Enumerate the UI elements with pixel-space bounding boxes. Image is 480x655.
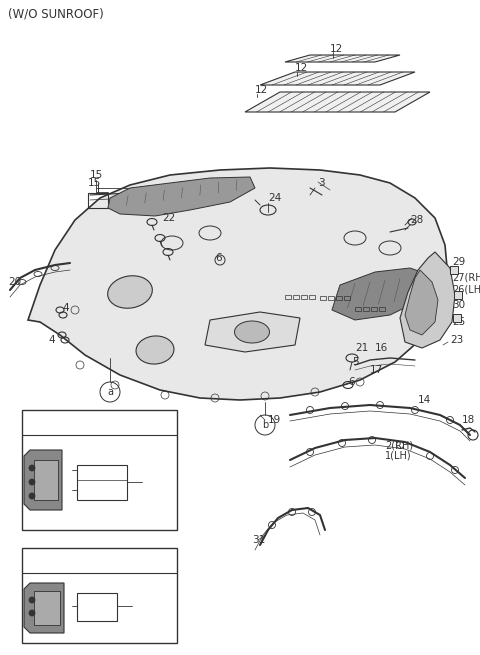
Bar (454, 291, 462, 299)
Text: 24: 24 (268, 193, 281, 203)
Circle shape (29, 465, 35, 471)
Text: 3: 3 (318, 178, 324, 188)
Text: 5: 5 (352, 357, 359, 367)
Text: b: b (262, 420, 268, 430)
Text: 30: 30 (452, 300, 465, 310)
Text: 14: 14 (418, 395, 431, 405)
Text: 22: 22 (162, 213, 175, 223)
Text: 6: 6 (215, 253, 222, 263)
Text: 12: 12 (255, 85, 268, 95)
Text: a: a (107, 387, 113, 397)
Circle shape (29, 597, 35, 603)
Bar (450, 266, 458, 274)
Text: 17: 17 (370, 365, 383, 375)
Polygon shape (285, 55, 400, 62)
Bar (88, 193, 108, 208)
Polygon shape (24, 583, 64, 633)
Circle shape (29, 610, 35, 616)
Text: 2(RH): 2(RH) (385, 440, 413, 450)
Circle shape (29, 479, 35, 485)
Bar (336, 296, 342, 300)
Bar (320, 296, 326, 300)
Text: 15: 15 (90, 170, 103, 180)
Polygon shape (400, 252, 455, 348)
Bar (77, 465, 127, 500)
Bar (328, 296, 334, 300)
Text: 29: 29 (452, 257, 465, 267)
Text: 21: 21 (355, 343, 368, 353)
Ellipse shape (136, 336, 174, 364)
Polygon shape (245, 92, 430, 112)
Text: 6: 6 (348, 377, 355, 387)
Polygon shape (405, 270, 438, 335)
Text: 23: 23 (450, 335, 463, 345)
Bar (34, 460, 58, 500)
Bar (371, 307, 377, 311)
Text: 11: 11 (80, 483, 92, 493)
Bar (344, 296, 350, 300)
Polygon shape (108, 177, 255, 216)
Text: (W/O SUNROOF): (W/O SUNROOF) (8, 7, 104, 20)
Text: 27(RH): 27(RH) (452, 273, 480, 283)
Ellipse shape (235, 321, 269, 343)
Text: 4: 4 (62, 303, 69, 313)
Ellipse shape (108, 276, 152, 309)
Text: 19: 19 (268, 415, 281, 425)
Bar (34, 591, 60, 625)
Text: 31: 31 (252, 535, 265, 545)
Bar (77, 593, 117, 621)
Bar (301, 295, 307, 299)
Text: 7: 7 (137, 477, 143, 487)
Text: 28: 28 (410, 215, 423, 225)
Bar (453, 314, 461, 322)
Bar (22, 410, 177, 530)
Text: 16: 16 (375, 343, 388, 353)
Text: 25: 25 (452, 317, 465, 327)
Bar (379, 307, 385, 311)
Circle shape (29, 493, 35, 499)
Bar (363, 307, 369, 311)
Bar (22, 548, 177, 643)
Text: 26(LH): 26(LH) (452, 285, 480, 295)
Text: 10: 10 (80, 465, 92, 475)
Text: 20: 20 (8, 277, 21, 287)
Polygon shape (28, 168, 448, 400)
Bar (285, 295, 291, 299)
Text: 12: 12 (330, 44, 343, 54)
Text: a: a (37, 418, 43, 428)
Text: 1(LH): 1(LH) (385, 450, 412, 460)
Text: 4: 4 (48, 335, 55, 345)
Text: b: b (37, 556, 43, 566)
Text: 12: 12 (295, 63, 308, 73)
Polygon shape (332, 268, 430, 320)
Polygon shape (24, 450, 62, 510)
Polygon shape (205, 312, 300, 352)
Text: 18: 18 (462, 415, 475, 425)
Text: 9: 9 (80, 600, 86, 610)
Bar (293, 295, 299, 299)
Text: 15: 15 (88, 178, 101, 188)
Text: 8: 8 (135, 600, 141, 610)
Bar (355, 307, 361, 311)
Bar (309, 295, 315, 299)
Polygon shape (260, 72, 415, 85)
